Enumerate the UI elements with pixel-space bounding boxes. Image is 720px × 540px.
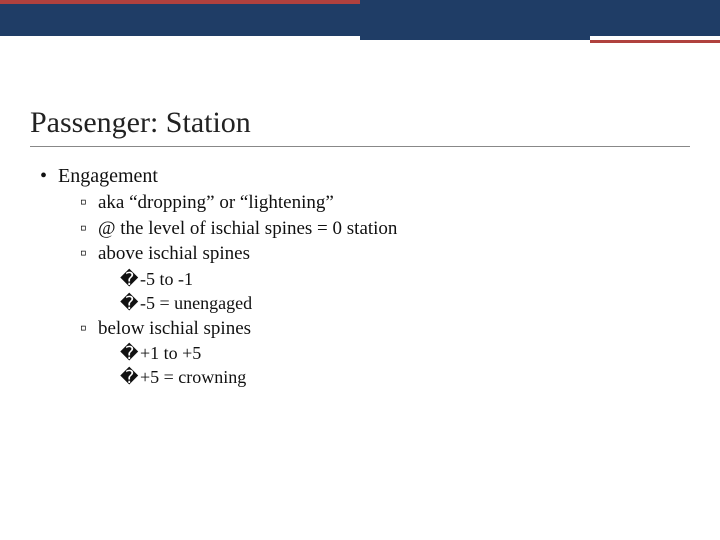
bullet-dot-icon: •	[40, 165, 58, 188]
square-bullet-icon: ▫	[80, 216, 98, 242]
bullet-l3: �-5 to -1	[120, 267, 690, 291]
bullet-l2: ▫aka “dropping” or “lightening”	[80, 190, 690, 216]
bullet-l1-text: Engagement	[58, 165, 158, 187]
bullet-l3: �-5 = unengaged	[120, 291, 690, 315]
bullet-l2: ▫@ the level of ischial spines = 0 stati…	[80, 216, 690, 242]
box-bullet-icon: �	[120, 267, 140, 291]
header-bar	[0, 0, 720, 36]
bullet-l2-text: below ischial spines	[98, 318, 251, 339]
bullet-l2: ▫above ischial spines	[80, 241, 690, 267]
bullet-l2-text: aka “dropping” or “lightening”	[98, 192, 334, 213]
bullet-l2-text: above ischial spines	[98, 243, 250, 264]
bullet-l3-text: -5 = unengaged	[140, 293, 252, 313]
box-bullet-icon: �	[120, 365, 140, 389]
bullet-l3-text: -5 to -1	[140, 269, 193, 289]
bullet-l3: �+5 = crowning	[120, 365, 690, 389]
square-bullet-icon: ▫	[80, 316, 98, 342]
accent-stripe-bottom	[590, 40, 720, 43]
bullet-l3: �+1 to +5	[120, 341, 690, 365]
accent-stripe-top	[0, 0, 360, 4]
bullet-l3-text: +1 to +5	[140, 343, 201, 363]
box-bullet-icon: �	[120, 291, 140, 315]
square-bullet-icon: ▫	[80, 241, 98, 267]
bullet-l1: •Engagement	[40, 165, 690, 188]
bullet-l3-text: +5 = crowning	[140, 367, 246, 387]
slide-content: Passenger: Station •Engagement ▫aka “dro…	[0, 36, 720, 410]
box-bullet-icon: �	[120, 341, 140, 365]
bullet-l2: ▫below ischial spines	[80, 316, 690, 342]
bullet-l2-text: @ the level of ischial spines = 0 statio…	[98, 218, 397, 239]
accent-stripe-mid	[360, 36, 590, 40]
square-bullet-icon: ▫	[80, 190, 98, 216]
slide-title: Passenger: Station	[30, 106, 690, 147]
